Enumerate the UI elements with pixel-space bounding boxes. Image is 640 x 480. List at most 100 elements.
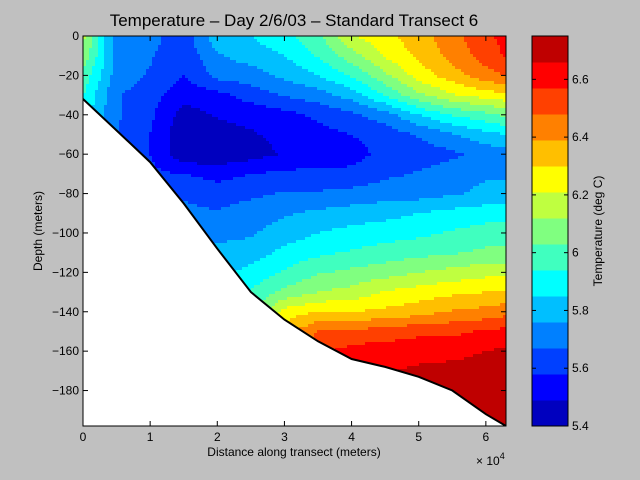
temperature-cell <box>488 75 492 79</box>
temperature-cell <box>179 48 183 52</box>
temperature-cell <box>176 123 180 127</box>
temperature-cell <box>362 84 366 88</box>
temperature-cell <box>419 42 423 46</box>
temperature-cell <box>260 132 264 136</box>
temperature-cell <box>416 126 420 130</box>
temperature-cell <box>434 45 438 49</box>
temperature-cell <box>170 63 174 67</box>
temperature-cell <box>497 138 501 142</box>
temperature-cell <box>296 63 300 67</box>
temperature-cell <box>356 72 360 76</box>
temperature-cell <box>419 102 423 106</box>
temperature-cell <box>335 57 339 61</box>
temperature-cell <box>392 111 396 115</box>
temperature-cell <box>176 132 180 136</box>
temperature-cell <box>473 36 477 40</box>
temperature-cell <box>203 42 207 46</box>
temperature-cell <box>461 66 465 70</box>
temperature-cell <box>494 45 498 49</box>
temperature-cell <box>485 81 489 85</box>
temperature-cell <box>302 108 306 112</box>
temperature-cell <box>425 135 429 139</box>
temperature-cell <box>350 81 354 85</box>
temperature-cell <box>308 102 312 106</box>
temperature-cell <box>272 117 276 121</box>
temperature-cell <box>317 96 321 100</box>
temperature-cell <box>272 72 276 76</box>
temperature-cell <box>254 48 258 52</box>
temperature-cell <box>278 126 282 130</box>
temperature-cell <box>461 111 465 115</box>
temperature-cell <box>101 90 105 94</box>
temperature-cell <box>248 126 252 130</box>
temperature-cell <box>251 78 255 82</box>
temperature-cell <box>323 60 327 64</box>
temperature-cell <box>497 120 501 124</box>
temperature-cell <box>158 114 162 118</box>
temperature-cell <box>281 51 285 55</box>
temperature-cell <box>293 123 297 127</box>
temperature-cell <box>320 93 324 97</box>
temperature-cell <box>431 114 435 118</box>
temperature-cell <box>137 60 141 64</box>
temperature-cell <box>365 72 369 76</box>
temperature-cell <box>464 84 468 88</box>
temperature-cell <box>221 132 225 136</box>
temperature-cell <box>191 111 195 115</box>
temperature-cell <box>269 42 273 46</box>
temperature-cell <box>107 66 111 70</box>
temperature-cell <box>383 75 387 79</box>
temperature-cell <box>236 78 240 82</box>
temperature-cell <box>110 114 114 118</box>
temperature-cell <box>317 36 321 40</box>
temperature-cell <box>188 108 192 112</box>
temperature-cell <box>404 105 408 109</box>
temperature-cell <box>209 96 213 100</box>
temperature-cell <box>251 72 255 76</box>
temperature-cell <box>374 102 378 106</box>
temperature-cell <box>335 108 339 112</box>
temperature-cell <box>488 48 492 52</box>
temperature-cell <box>479 75 483 79</box>
temperature-cell <box>434 39 438 43</box>
temperature-cell <box>383 111 387 115</box>
temperature-cell <box>335 105 339 109</box>
temperature-cell <box>434 132 438 136</box>
temperature-cell <box>236 114 240 118</box>
temperature-cell <box>365 36 369 40</box>
temperature-cell <box>473 108 477 112</box>
temperature-cell <box>263 81 267 85</box>
temperature-cell <box>173 60 177 64</box>
temperature-cell <box>341 129 345 133</box>
temperature-cell <box>152 75 156 79</box>
temperature-cell <box>296 135 300 139</box>
temperature-cell <box>206 114 210 118</box>
temperature-cell <box>476 42 480 46</box>
temperature-cell <box>374 39 378 43</box>
temperature-cell <box>254 63 258 67</box>
temperature-cell <box>356 129 360 133</box>
temperature-cell <box>452 93 456 97</box>
temperature-cell <box>491 132 495 136</box>
temperature-cell <box>440 57 444 61</box>
temperature-cell <box>131 111 135 115</box>
temperature-cell <box>359 45 363 49</box>
temperature-cell <box>491 90 495 94</box>
temperature-cell <box>149 129 153 133</box>
temperature-cell <box>128 57 132 61</box>
temperature-cell <box>233 105 237 109</box>
temperature-cell <box>170 114 174 118</box>
temperature-cell <box>83 42 87 46</box>
temperature-cell <box>290 126 294 130</box>
temperature-cell <box>281 36 285 40</box>
temperature-cell <box>440 75 444 79</box>
temperature-cell <box>296 114 300 118</box>
temperature-cell <box>104 39 108 43</box>
temperature-cell <box>407 123 411 127</box>
temperature-cell <box>305 117 309 121</box>
temperature-cell <box>113 90 117 94</box>
temperature-cell <box>233 123 237 127</box>
temperature-cell <box>218 111 222 115</box>
temperature-cell <box>188 39 192 43</box>
temperature-cell <box>128 117 132 121</box>
